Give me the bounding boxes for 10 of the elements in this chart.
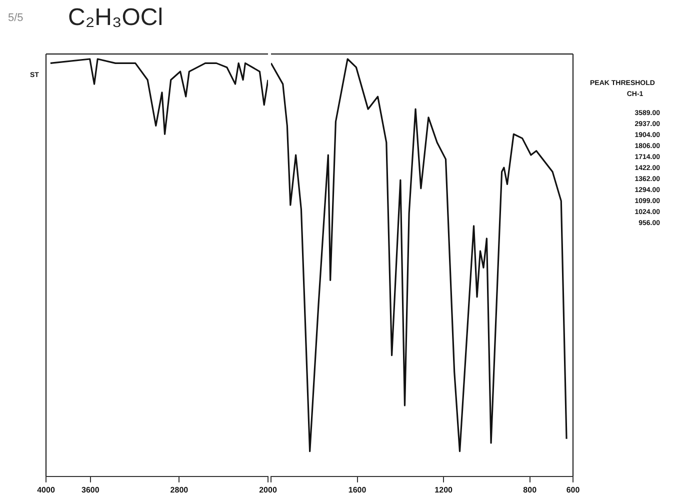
x-tick-label: 600 (566, 485, 580, 494)
x-tick-label: 1200 (434, 485, 454, 494)
x-tick-label: 1600 (348, 485, 367, 494)
chart-title: C₂H₃OCl (68, 4, 164, 32)
text: 5/5 (8, 12, 24, 24)
x-tick-label: 800 (523, 485, 538, 494)
x-tick-label: 4000 (37, 485, 56, 494)
x-tick-label: 2800 (170, 485, 189, 494)
x-tick-label: 3600 (82, 485, 100, 494)
x-tick-label: 2000 (259, 485, 278, 494)
